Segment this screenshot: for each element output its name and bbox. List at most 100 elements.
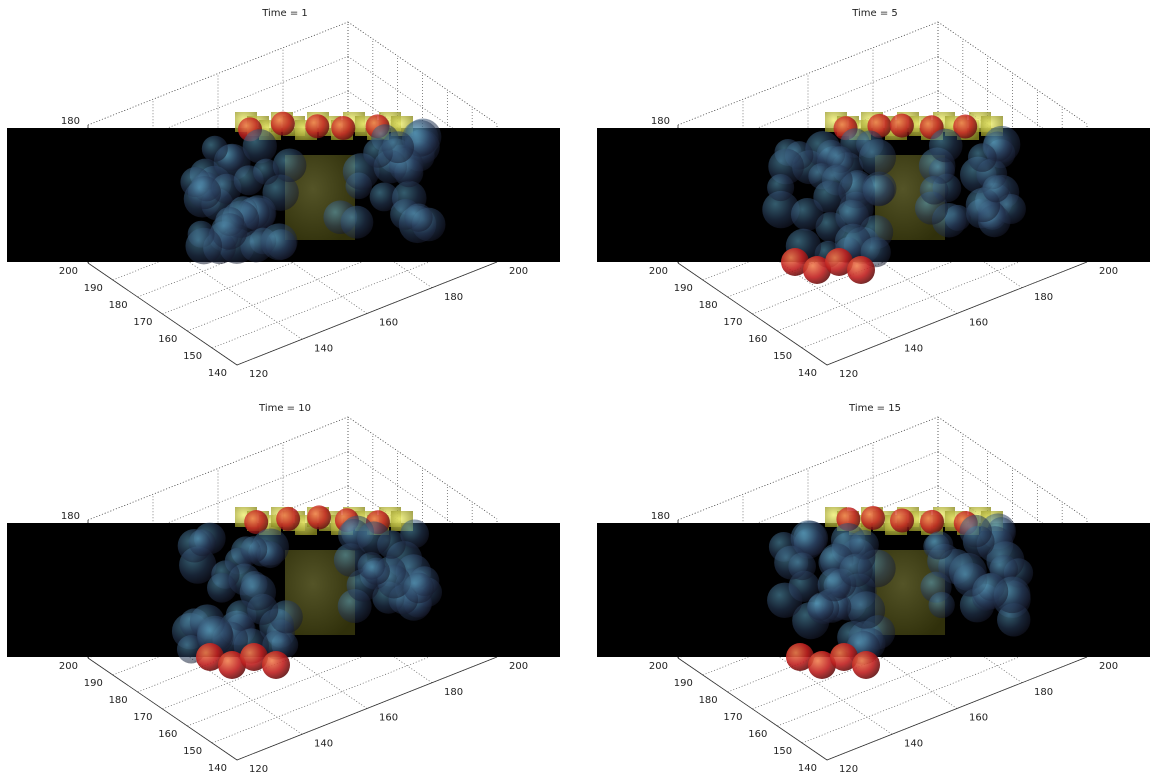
panel-title: Time = 5 bbox=[851, 8, 898, 19]
blue-sphere bbox=[968, 143, 997, 172]
y-tick-label: 160 bbox=[748, 334, 767, 345]
red-sphere bbox=[920, 510, 944, 534]
blue-sphere bbox=[847, 591, 885, 629]
y-tick-label: 190 bbox=[84, 678, 103, 689]
blue-sphere bbox=[240, 574, 276, 610]
x-tick-label: 180 bbox=[444, 687, 463, 698]
y-tick-label: 150 bbox=[773, 746, 792, 757]
x-tick-label: 140 bbox=[904, 738, 923, 749]
x-tick-label: 160 bbox=[969, 713, 988, 724]
grid-line bbox=[88, 22, 348, 125]
red-sphere bbox=[331, 116, 355, 140]
blue-sphere bbox=[807, 594, 834, 621]
red-sphere bbox=[890, 114, 914, 138]
y-tick-label: 160 bbox=[158, 729, 177, 740]
x-tick-label: 140 bbox=[314, 738, 333, 749]
axis-line bbox=[237, 262, 497, 365]
blue-sphere bbox=[767, 174, 794, 201]
blue-sphere bbox=[788, 552, 816, 580]
blue-sphere bbox=[202, 136, 228, 162]
y-tick-label: 160 bbox=[158, 334, 177, 345]
y-tick-label: 170 bbox=[133, 712, 152, 723]
y-tick-label: 190 bbox=[84, 283, 103, 294]
panel: Time = 15 200 190 180 170 160 150 140 120 140 160 1… bbox=[597, 403, 1150, 775]
y-tick-label: 140 bbox=[208, 763, 227, 774]
blue-sphere bbox=[382, 131, 414, 163]
y-tick-label: 190 bbox=[674, 678, 693, 689]
blue-sphere bbox=[767, 583, 802, 618]
x-tick-label: 200 bbox=[509, 661, 528, 672]
x-tick-label: 140 bbox=[314, 343, 333, 354]
y-tick-label: 150 bbox=[773, 351, 792, 362]
panel: Time = 520019018017016015014012014016018… bbox=[597, 8, 1150, 380]
red-sphere bbox=[271, 112, 295, 136]
y-tick-label: 170 bbox=[723, 317, 742, 328]
y-tick-label: 180 bbox=[699, 300, 718, 311]
panel-title: Time = 15 bbox=[848, 403, 901, 414]
x-tick-label: 200 bbox=[1099, 266, 1118, 277]
x-tick-label: 120 bbox=[249, 369, 268, 380]
x-tick-label: 180 bbox=[1034, 687, 1053, 698]
grid-line bbox=[88, 417, 348, 520]
blue-sphere bbox=[925, 531, 953, 559]
y-tick-label: 200 bbox=[59, 266, 78, 277]
axis-line bbox=[678, 263, 827, 365]
axis-line bbox=[88, 263, 237, 365]
y-tick-label: 140 bbox=[798, 368, 817, 379]
red-sphere bbox=[861, 506, 885, 530]
x-tick-label: 140 bbox=[904, 343, 923, 354]
blue-sphere bbox=[839, 554, 872, 587]
blue-sphere bbox=[363, 558, 390, 585]
blue-sphere bbox=[863, 174, 895, 206]
y-tick-label: 170 bbox=[133, 317, 152, 328]
y-tick-label: 180 bbox=[109, 300, 128, 311]
blue-sphere bbox=[959, 515, 992, 548]
y-tick-label: 150 bbox=[183, 746, 202, 757]
axis-line bbox=[678, 658, 827, 760]
blue-sphere bbox=[189, 529, 216, 556]
x-tick-label: 120 bbox=[839, 764, 858, 775]
y-tick-label: 200 bbox=[649, 266, 668, 277]
y-tick-label: 200 bbox=[59, 661, 78, 672]
y-tick-label: 140 bbox=[798, 763, 817, 774]
blue-sphere bbox=[404, 203, 432, 231]
red-sphere bbox=[847, 256, 875, 284]
red-sphere bbox=[276, 507, 300, 531]
y-tick-label: 160 bbox=[748, 729, 767, 740]
x-tick-label: 160 bbox=[379, 713, 398, 724]
x-tick-label: 160 bbox=[379, 318, 398, 329]
blue-sphere bbox=[859, 139, 896, 176]
x-tick-label: 160 bbox=[969, 318, 988, 329]
x-tick-label: 200 bbox=[1099, 661, 1118, 672]
blue-sphere bbox=[207, 573, 237, 603]
y-tick-label: 180 bbox=[109, 695, 128, 706]
red-sphere bbox=[852, 651, 880, 679]
blue-sphere bbox=[185, 228, 222, 265]
y-tick-label: 140 bbox=[208, 368, 227, 379]
blue-sphere bbox=[982, 175, 1009, 202]
y-tick-label: 180 bbox=[699, 695, 718, 706]
blue-sphere bbox=[261, 223, 298, 260]
blue-sphere bbox=[929, 592, 955, 618]
y-tick-label: 170 bbox=[723, 712, 742, 723]
blue-sphere bbox=[920, 176, 949, 205]
panel-title: Time = 1 bbox=[261, 8, 308, 19]
z-tick-label: 180 bbox=[651, 116, 670, 127]
x-tick-label: 200 bbox=[509, 266, 528, 277]
y-tick-label: 200 bbox=[649, 661, 668, 672]
blue-sphere bbox=[188, 176, 221, 209]
x-tick-label: 180 bbox=[444, 292, 463, 303]
y-tick-label: 190 bbox=[674, 283, 693, 294]
red-sphere bbox=[307, 505, 331, 529]
blue-sphere bbox=[341, 206, 374, 239]
z-tick-label: 180 bbox=[651, 511, 670, 522]
blue-sphere bbox=[403, 573, 434, 604]
z-tick-label: 180 bbox=[61, 511, 80, 522]
x-tick-label: 180 bbox=[1034, 292, 1053, 303]
axis-line bbox=[88, 658, 237, 760]
blue-sphere bbox=[929, 129, 963, 163]
blue-sphere bbox=[357, 521, 391, 555]
blue-sphere bbox=[972, 573, 1008, 609]
z-tick-label: 180 bbox=[61, 116, 80, 127]
